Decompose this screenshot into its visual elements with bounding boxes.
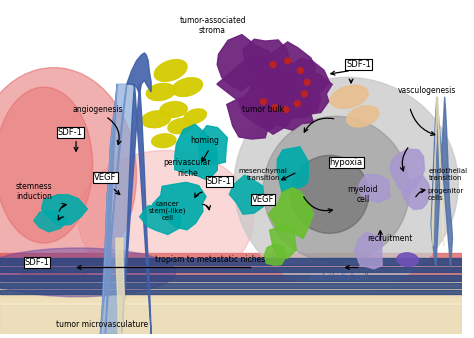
Polygon shape (247, 59, 306, 104)
Polygon shape (431, 97, 453, 267)
Circle shape (297, 68, 303, 73)
Text: homing: homing (191, 136, 219, 145)
Polygon shape (264, 244, 286, 265)
Text: angiogenesis: angiogenesis (72, 105, 123, 114)
Ellipse shape (172, 78, 202, 96)
Polygon shape (227, 97, 281, 139)
Polygon shape (175, 124, 218, 180)
Ellipse shape (146, 83, 175, 100)
Polygon shape (390, 149, 424, 196)
Ellipse shape (234, 77, 458, 292)
Bar (0, 258, 462, 265)
Text: tumor microvasculature: tumor microvasculature (56, 319, 148, 329)
Polygon shape (217, 34, 270, 91)
Bar (0, 292, 462, 334)
Text: tumor bulk: tumor bulk (242, 105, 284, 114)
Ellipse shape (397, 253, 419, 267)
Text: SDF-1: SDF-1 (25, 258, 49, 267)
Polygon shape (127, 53, 151, 94)
Ellipse shape (160, 102, 187, 117)
Text: SDF-1: SDF-1 (58, 128, 82, 138)
Ellipse shape (263, 116, 410, 263)
Polygon shape (267, 93, 313, 130)
Text: SDF-1: SDF-1 (207, 177, 232, 186)
Text: progenitor
cells: progenitor cells (427, 188, 464, 201)
Polygon shape (290, 73, 332, 114)
Polygon shape (42, 195, 87, 226)
Text: tumor-associated
stroma: tumor-associated stroma (179, 16, 246, 35)
Text: VEGF: VEGF (94, 173, 117, 182)
Polygon shape (116, 238, 125, 334)
Text: perivascular
niche: perivascular niche (164, 158, 211, 178)
Bar (0, 253, 462, 297)
Text: mesenchymal
transition: mesenchymal transition (239, 168, 288, 182)
Ellipse shape (152, 134, 176, 148)
Polygon shape (253, 91, 293, 134)
Bar (0, 275, 462, 281)
Polygon shape (402, 176, 430, 210)
Polygon shape (34, 211, 67, 232)
Circle shape (283, 106, 289, 113)
Text: myeloid
cell: myeloid cell (347, 185, 378, 204)
Text: endothelial cell: endothelial cell (310, 273, 369, 282)
Text: stemness
induction: stemness induction (16, 182, 53, 201)
Ellipse shape (0, 248, 175, 297)
Polygon shape (153, 182, 206, 230)
Text: VEGF: VEGF (252, 195, 274, 204)
Ellipse shape (330, 85, 368, 108)
Bar (0, 283, 462, 288)
Bar (0, 290, 462, 294)
Polygon shape (122, 84, 151, 334)
Bar (0, 305, 462, 334)
Text: endothelial
transition: endothelial transition (429, 168, 468, 182)
Ellipse shape (78, 150, 254, 287)
Polygon shape (432, 97, 444, 246)
Polygon shape (268, 188, 313, 239)
Circle shape (272, 105, 278, 111)
Ellipse shape (154, 59, 187, 81)
Circle shape (294, 101, 301, 106)
Polygon shape (270, 225, 296, 258)
Polygon shape (259, 42, 316, 92)
Polygon shape (358, 174, 390, 203)
Ellipse shape (142, 111, 171, 128)
Ellipse shape (168, 118, 193, 134)
Polygon shape (139, 203, 181, 235)
Circle shape (285, 58, 291, 64)
Polygon shape (243, 39, 289, 82)
Polygon shape (199, 126, 228, 164)
Circle shape (270, 62, 276, 68)
Polygon shape (100, 84, 127, 334)
Ellipse shape (0, 87, 92, 243)
Text: vasculogenesis: vasculogenesis (398, 86, 456, 95)
Polygon shape (275, 58, 329, 109)
Polygon shape (229, 175, 264, 214)
Ellipse shape (346, 106, 379, 127)
Bar (0, 264, 462, 268)
Text: hypoxia: hypoxia (329, 158, 363, 167)
Polygon shape (100, 84, 135, 334)
Ellipse shape (0, 68, 137, 282)
Circle shape (304, 79, 310, 85)
Ellipse shape (291, 155, 369, 233)
Polygon shape (266, 71, 321, 119)
Ellipse shape (184, 109, 206, 124)
Text: tropism to metastatic niches: tropism to metastatic niches (155, 255, 265, 264)
Circle shape (260, 99, 266, 105)
Text: SDF-1: SDF-1 (346, 60, 371, 69)
Polygon shape (355, 233, 383, 269)
Polygon shape (277, 147, 309, 193)
Text: cancer
stem(-like)
cell: cancer stem(-like) cell (149, 201, 186, 221)
Polygon shape (239, 72, 297, 131)
Bar (0, 282, 462, 301)
Polygon shape (217, 53, 294, 111)
Circle shape (301, 91, 307, 97)
Text: recruitment: recruitment (367, 234, 413, 243)
Bar (0, 267, 462, 272)
